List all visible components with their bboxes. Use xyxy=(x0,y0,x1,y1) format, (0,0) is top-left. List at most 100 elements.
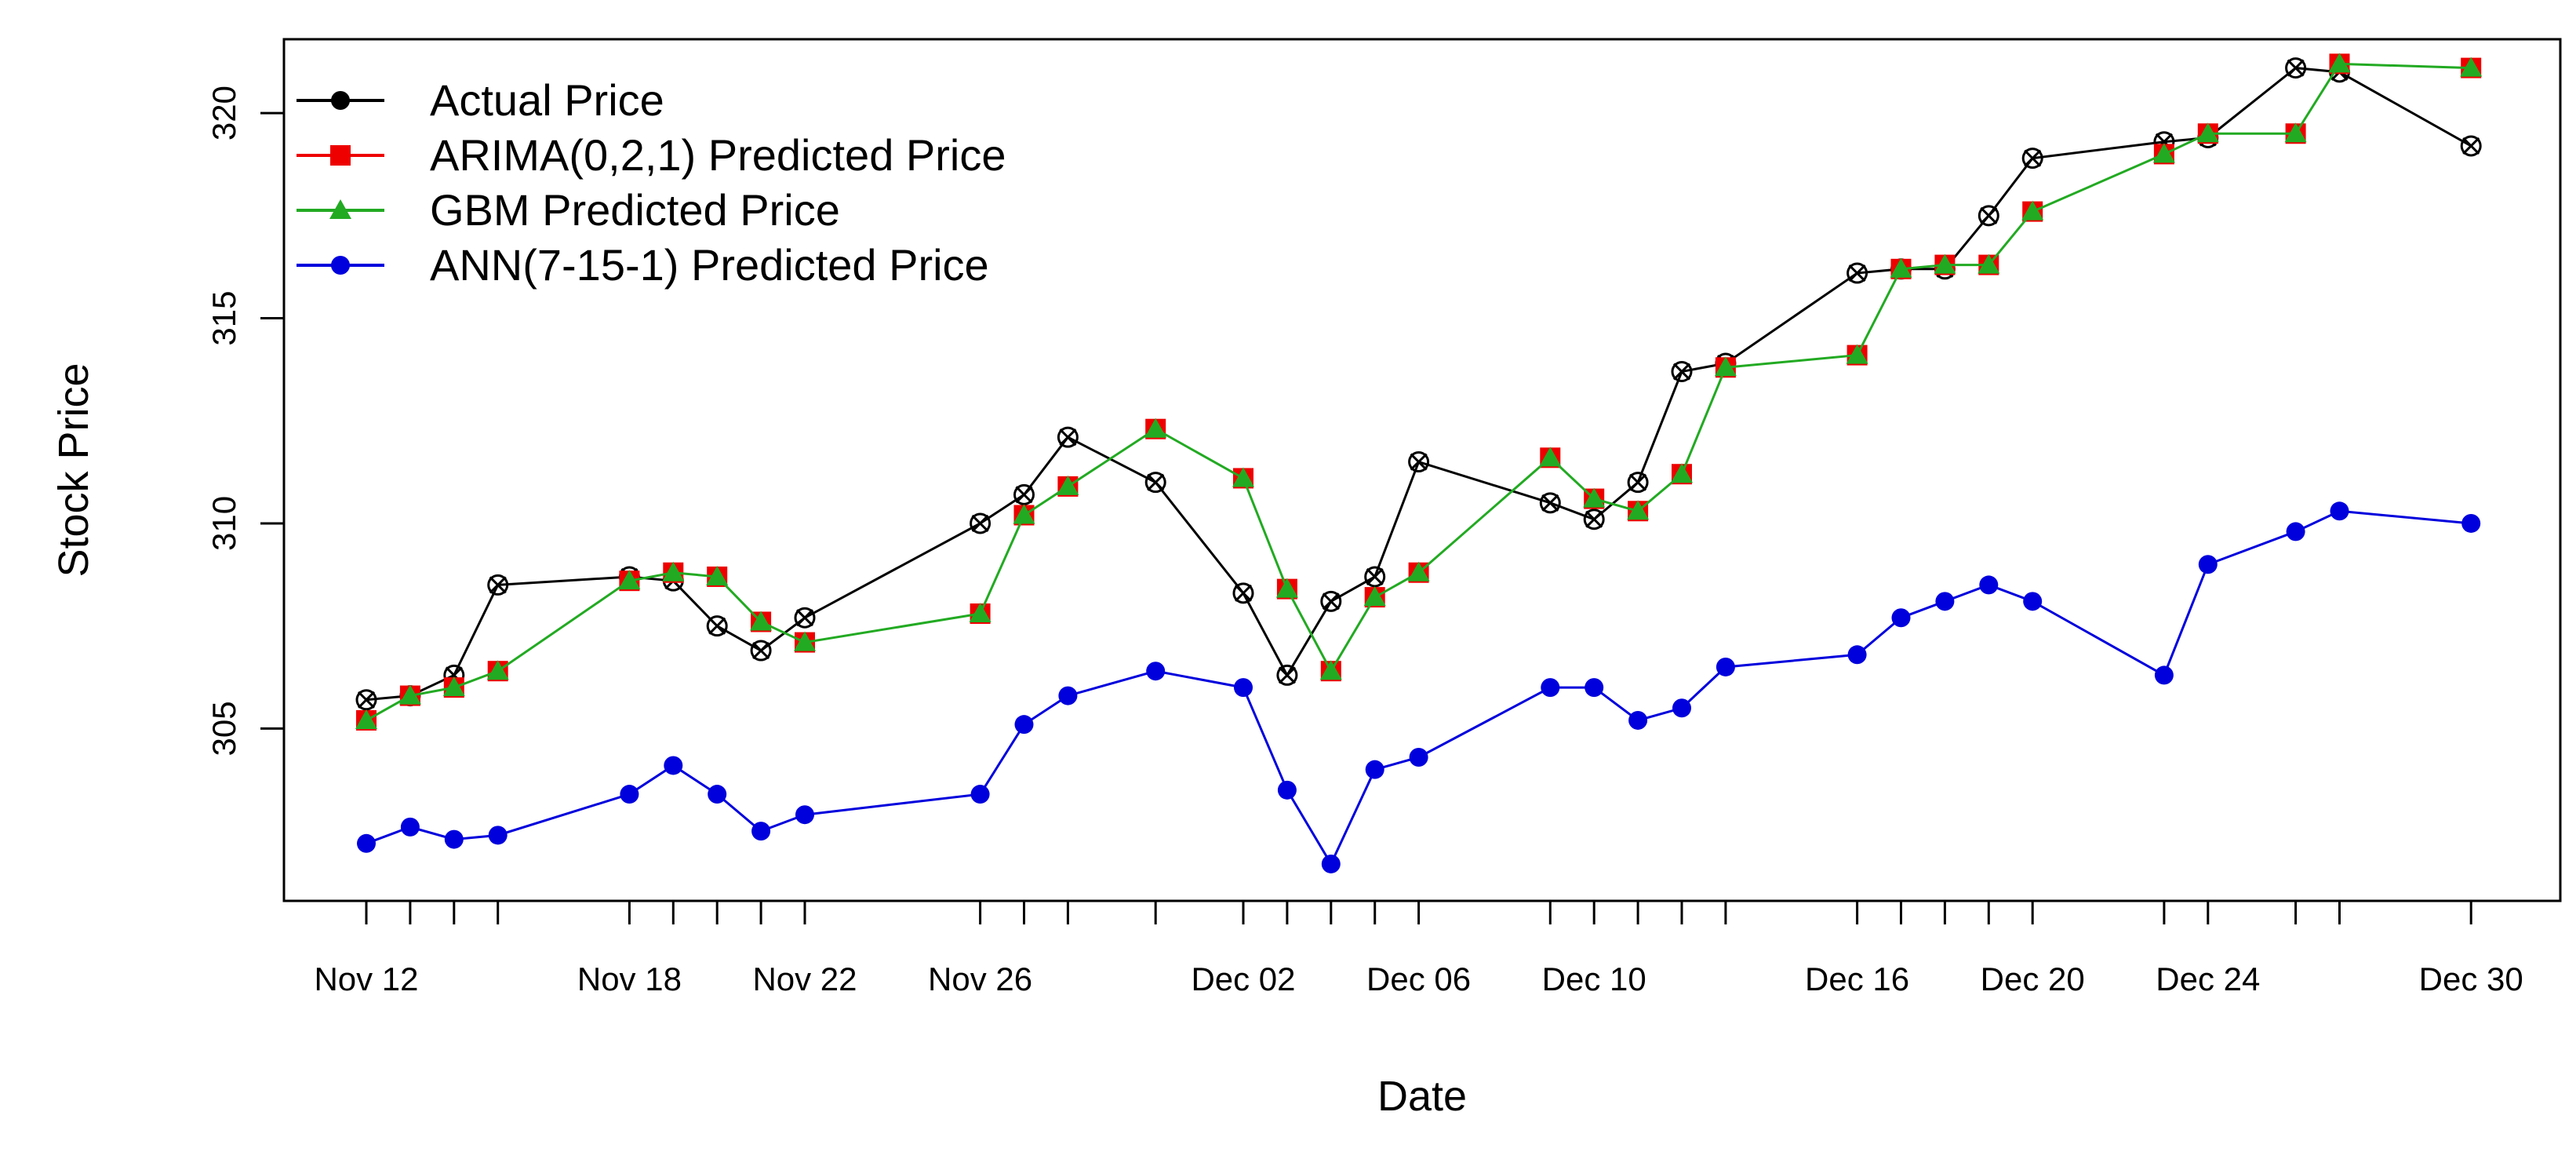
data-point-gbm-predicted-price xyxy=(1539,447,1562,467)
data-point-actual-price xyxy=(1276,664,1298,686)
marker-circle xyxy=(1977,205,1999,227)
x-tick-label: Dec 06 xyxy=(1366,961,1471,997)
data-point-ann-7-15-1-predicted-price xyxy=(751,822,771,841)
data-point-gbm-predicted-price xyxy=(486,660,509,680)
data-point-gbm-predicted-price xyxy=(618,570,641,590)
x-tick-label: Dec 30 xyxy=(2419,961,2523,997)
data-point-gbm-predicted-price xyxy=(1144,417,1167,438)
x-tick-label: Nov 18 xyxy=(577,961,682,997)
marker-circle xyxy=(794,607,816,629)
data-point-ann-7-15-1-predicted-price xyxy=(444,829,464,849)
data-point-gbm-predicted-price xyxy=(1671,463,1693,483)
data-point-ann-7-15-1-predicted-price xyxy=(1234,678,1253,698)
data-point-actual-price xyxy=(1671,361,1693,383)
data-point-ann-7-15-1-predicted-price xyxy=(1585,678,1604,698)
data-point-ann-7-15-1-predicted-price xyxy=(357,833,376,853)
marker-cross-b xyxy=(795,609,814,627)
data-point-gbm-predicted-price xyxy=(794,631,816,651)
marker-cross-b xyxy=(708,617,726,635)
marker-cross-b xyxy=(1541,494,1559,512)
data-point-actual-price xyxy=(970,512,991,534)
data-point-actual-price xyxy=(355,689,377,711)
marker-cross-b xyxy=(1410,453,1428,471)
marker-cross-b xyxy=(489,576,507,594)
y-tick-label: 315 xyxy=(206,291,242,346)
data-point-ann-7-15-1-predicted-price xyxy=(1365,760,1384,779)
data-point-ann-7-15-1-predicted-price xyxy=(2286,522,2305,541)
marker-circle xyxy=(750,640,772,662)
marker-cross-b xyxy=(1585,510,1603,528)
data-point-gbm-predicted-price xyxy=(1977,253,2000,274)
marker-circle xyxy=(1144,472,1166,494)
marker-cross-b xyxy=(1366,567,1384,586)
data-point-gbm-predicted-price xyxy=(1846,344,1868,364)
data-point-actual-price xyxy=(1144,472,1166,494)
data-point-gbm-predicted-price xyxy=(2152,143,2175,163)
x-tick-label: Nov 26 xyxy=(928,961,1032,997)
data-point-gbm-predicted-price xyxy=(1583,487,1606,508)
x-tick-label: Dec 24 xyxy=(2156,961,2260,997)
data-point-ann-7-15-1-predicted-price xyxy=(1321,854,1341,873)
marker-circle xyxy=(355,689,377,711)
data-point-ann-7-15-1-predicted-price xyxy=(1891,608,1911,628)
data-point-ann-7-15-1-predicted-price xyxy=(1277,780,1297,800)
marker-circle xyxy=(1232,582,1254,604)
data-point-actual-price xyxy=(1057,426,1079,448)
data-point-ann-7-15-1-predicted-price xyxy=(664,756,683,775)
legend-item-gbm-predicted-price: GBM Predicted Price xyxy=(297,185,840,235)
data-point-gbm-predicted-price xyxy=(1013,504,1035,524)
marker-circle xyxy=(706,615,728,637)
y-tick-label: 310 xyxy=(206,496,242,551)
marker-circle xyxy=(2460,135,2482,157)
data-point-gbm-predicted-price xyxy=(1890,257,1912,278)
data-point-gbm-predicted-price xyxy=(1714,356,1737,377)
legend-item-actual-price: Actual Price xyxy=(297,75,664,125)
marker-circle xyxy=(2285,57,2307,79)
marker-cross-b xyxy=(1848,264,1866,283)
data-point-ann-7-15-1-predicted-price xyxy=(1409,748,1428,767)
data-point-ann-7-15-1-predicted-price xyxy=(1979,575,1999,595)
marker-circle xyxy=(1013,483,1035,505)
marker-cross-b xyxy=(2462,137,2480,155)
marker-circle xyxy=(1539,492,1561,514)
x-tick-label: Nov 22 xyxy=(752,961,857,997)
marker-cross-b xyxy=(1278,666,1296,684)
marker-cross-b xyxy=(1322,592,1340,611)
marker-cross-b xyxy=(2287,59,2305,77)
data-point-ann-7-15-1-predicted-price xyxy=(1716,657,1735,676)
data-point-ann-7-15-1-predicted-price xyxy=(2198,555,2218,574)
marker-cross-b xyxy=(2024,149,2042,167)
data-point-gbm-predicted-price xyxy=(662,561,685,581)
marker-circle xyxy=(487,574,509,596)
data-point-actual-price xyxy=(1408,451,1430,473)
marker-circle xyxy=(1671,361,1693,383)
data-point-gbm-predicted-price xyxy=(2328,53,2351,73)
legend-label: ARIMA(0,2,1) Predicted Price xyxy=(430,130,1006,180)
data-point-ann-7-15-1-predicted-price xyxy=(795,805,814,825)
x-tick-label: Dec 16 xyxy=(1805,961,1909,997)
x-tick-label: Dec 20 xyxy=(1981,961,2085,997)
data-point-actual-price xyxy=(1583,509,1605,530)
data-point-gbm-predicted-price xyxy=(750,611,773,631)
marker-cross-b xyxy=(1672,363,1691,381)
legend-swatch-marker xyxy=(329,199,351,219)
y-axis: 305 310 315 320 xyxy=(206,86,286,756)
marker-circle xyxy=(1627,472,1649,494)
data-point-ann-7-15-1-predicted-price xyxy=(1628,710,1648,730)
data-point-actual-price xyxy=(750,640,772,662)
data-point-ann-7-15-1-predicted-price xyxy=(488,826,508,845)
legend-label: Actual Price xyxy=(430,75,664,125)
data-point-ann-7-15-1-predicted-price xyxy=(1014,715,1034,735)
data-point-gbm-predicted-price xyxy=(1363,586,1386,607)
data-point-gbm-predicted-price xyxy=(969,603,991,622)
data-point-actual-price xyxy=(2285,57,2307,79)
data-point-actual-price xyxy=(1539,492,1561,514)
data-point-gbm-predicted-price xyxy=(1627,500,1650,520)
legend-swatch-marker xyxy=(330,145,351,166)
data-point-ann-7-15-1-predicted-price xyxy=(1847,645,1867,665)
series-gbm-predicted-price xyxy=(355,53,2483,729)
data-point-ann-7-15-1-predicted-price xyxy=(620,785,639,804)
marker-circle xyxy=(2021,148,2043,170)
marker-cross-b xyxy=(1234,584,1253,602)
